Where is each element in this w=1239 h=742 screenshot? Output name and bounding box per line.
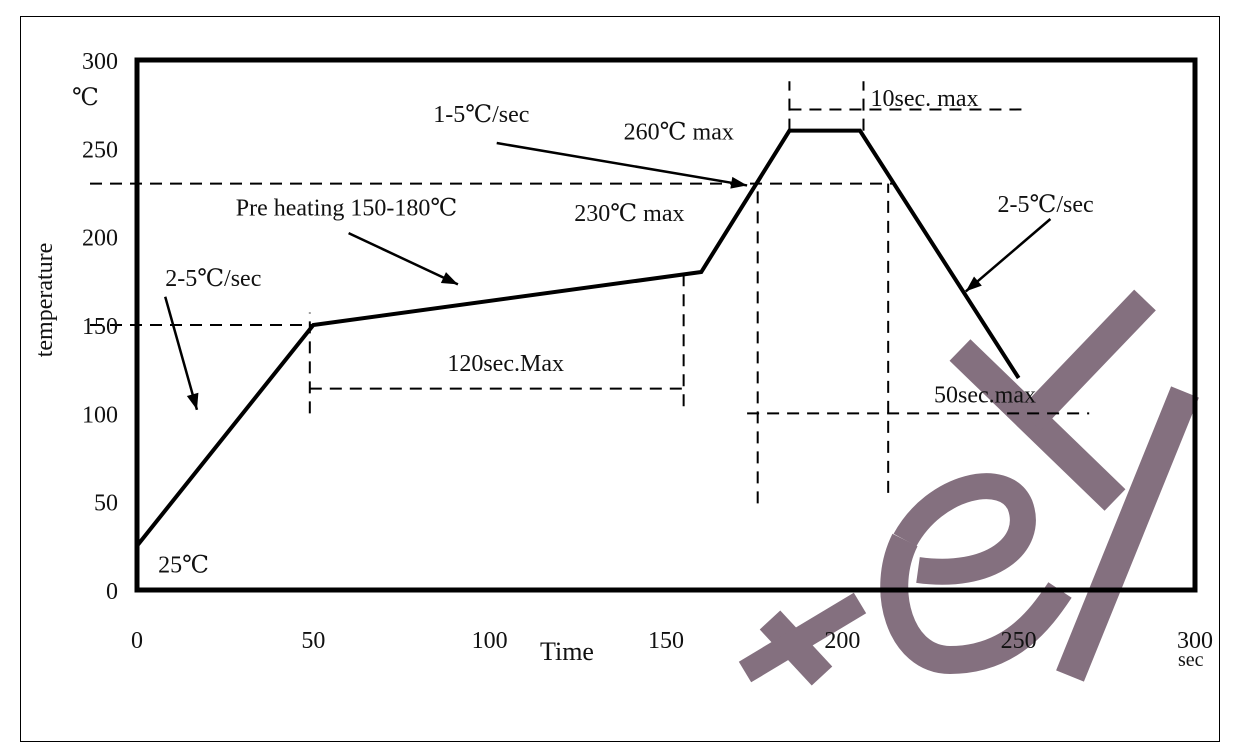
temperature-profile-line: [135, 128, 1021, 548]
annotation-label: 10sec. max: [871, 86, 979, 112]
annotation-label: Pre heating 150-180℃: [236, 195, 457, 221]
y-tick-label: 200: [82, 226, 118, 252]
annotation-label: 50sec.max: [934, 383, 1036, 409]
annotation-arrow: [164, 296, 199, 411]
y-tick-label: 250: [82, 137, 118, 163]
x-axis-label: Time: [540, 637, 594, 666]
arrow-head: [730, 176, 748, 189]
x-tick-label: 300: [1177, 628, 1213, 654]
watermark-stroke: [738, 592, 867, 683]
watermark-stroke: [893, 473, 1036, 585]
x-axis-unit: sec: [1178, 649, 1204, 671]
reference-lines: [90, 81, 1090, 504]
annotation-label: 2-5℃/sec: [165, 266, 261, 292]
x-tick-label: 0: [131, 628, 143, 654]
annotation-label: 2-5℃/sec: [998, 192, 1094, 218]
x-tick-label: 250: [1001, 628, 1037, 654]
annotation-arrow: [964, 218, 1052, 293]
y-tick-labels: 0 50 100 150 200 250 300: [82, 49, 118, 605]
annotation-label: 120sec.Max: [447, 351, 564, 377]
annotation-label: 260℃ max: [624, 120, 734, 146]
annotation-labels: 2-5℃/sec Pre heating 150-180℃ 1-5℃/sec 260℃…: [158, 86, 1094, 578]
y-tick-label: 150: [82, 314, 118, 340]
y-tick-label: 0: [106, 579, 118, 605]
x-tick-label: 100: [472, 628, 508, 654]
x-tick-label: 150: [648, 628, 684, 654]
series-group: [135, 128, 1021, 548]
y-tick-label: 100: [82, 402, 118, 428]
annotation-label: 25℃: [158, 552, 209, 578]
x-tick-labels: 0 50 100 150 200 250 300: [131, 628, 1213, 654]
annotation-arrows: [164, 141, 1052, 411]
x-tick-label: 200: [824, 628, 860, 654]
annotation-label: 1-5℃/sec: [433, 102, 529, 128]
arrow-head: [440, 272, 458, 285]
watermark-stroke: [1056, 386, 1199, 682]
watermark-stroke: [1019, 289, 1156, 431]
arrow-head: [186, 392, 199, 410]
y-axis-label: temperature: [32, 243, 58, 358]
annotation-arrow: [348, 232, 459, 286]
y-tick-label: 300: [82, 49, 118, 75]
watermark-logo: [738, 289, 1199, 686]
annotation-arrow: [496, 141, 748, 187]
x-tick-label: 50: [301, 628, 325, 654]
annotation-label: 230℃ max: [574, 201, 684, 227]
y-tick-label: 50: [94, 491, 118, 517]
arrow-head: [965, 276, 982, 292]
y-axis-unit: ℃: [72, 85, 99, 111]
